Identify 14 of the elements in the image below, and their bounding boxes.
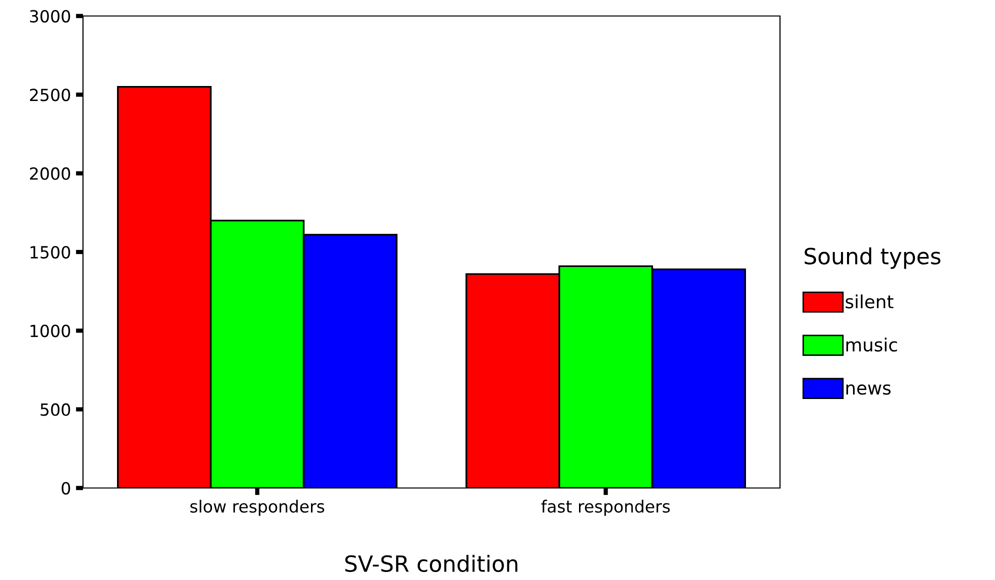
y-tick-label: 3000 [30,10,70,23]
y-tick-label: 1500 [30,246,70,259]
x-axis-title: SV-SR condition [345,554,518,572]
legend-title: Sound types [804,247,940,269]
legend-label: news [846,384,891,395]
y-tick-label: 500 [40,403,70,416]
x-tick-label: slow responders [190,500,324,516]
y-tick-label: 1000 [30,324,70,338]
y-tick-label: 2000 [30,167,70,180]
legend-label: music [846,338,898,352]
y-tick-label: 2500 [30,88,70,102]
x-tick-label: fast responders [541,500,670,516]
legend-label: silent [846,294,894,308]
y-tick-label: 0 [62,482,70,495]
